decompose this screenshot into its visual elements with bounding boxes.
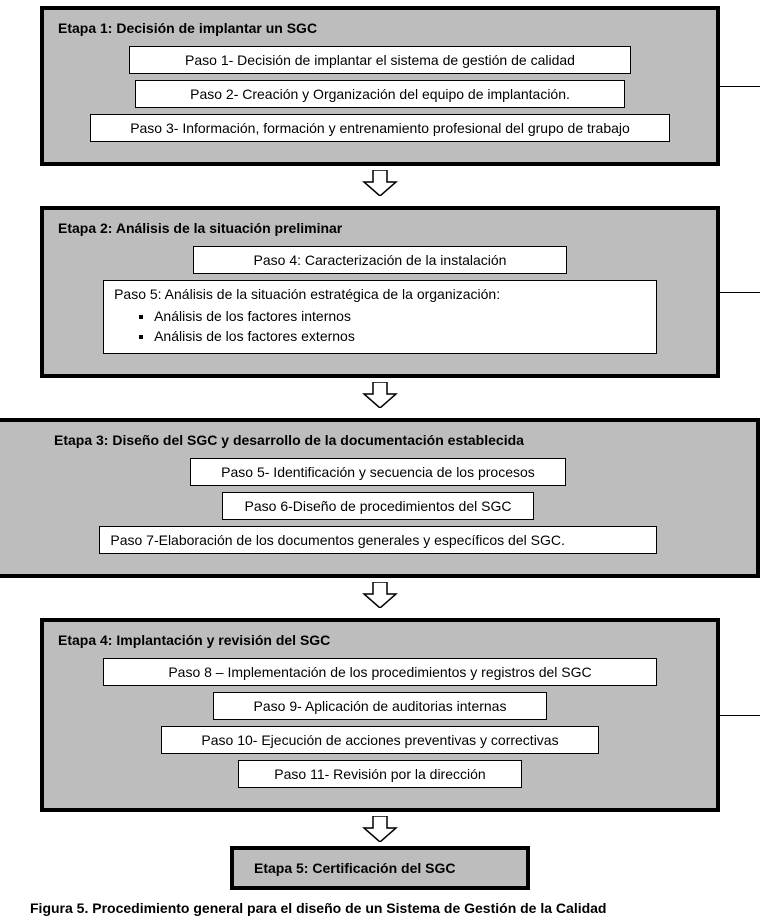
stage-4-step-3: Paso 10- Ejecución de acciones preventiv…: [161, 726, 599, 754]
connector-1: [716, 86, 760, 87]
stage-3: Etapa 3: Diseño del SGC y desarrollo de …: [0, 418, 760, 578]
connector-4: [716, 715, 760, 716]
stage-4: Etapa 4: Implantación y revisión del SGC…: [40, 618, 720, 812]
stage-2-step-1: Paso 4: Caracterización de la instalació…: [193, 246, 567, 274]
stage-2: Etapa 2: Análisis de la situación prelim…: [40, 206, 720, 378]
stage-3-step-3: Paso 7-Elaboración de los documentos gen…: [99, 526, 656, 554]
stage-1-step-3: Paso 3- Información, formación y entrena…: [90, 114, 670, 142]
arrow-4-5: [0, 816, 760, 842]
stage-2-step-2-bullets: Análisis de los factores internos Anális…: [114, 308, 646, 344]
stage-4-step-4: Paso 11- Revisión por la dirección: [238, 760, 521, 788]
arrow-2-3: [0, 382, 760, 408]
bullet-2: Análisis de los factores externos: [154, 328, 646, 344]
stage-5: Etapa 5: Certificación del SGC: [230, 846, 530, 890]
stage-2-title: Etapa 2: Análisis de la situación prelim…: [58, 220, 702, 236]
stage-3-step-1: Paso 5- Identificación y secuencia de lo…: [190, 458, 566, 486]
stage-1-step-1: Paso 1- Decisión de implantar el sistema…: [129, 46, 631, 74]
connector-3: [756, 498, 760, 499]
stage-1-title: Etapa 1: Decisión de implantar un SGC: [58, 20, 702, 36]
stage-5-wrap: Etapa 5: Certificación del SGC: [0, 846, 760, 890]
flowchart: Etapa 1: Decisión de implantar un SGC Pa…: [0, 6, 760, 924]
stage-3-title: Etapa 3: Diseño del SGC y desarrollo de …: [54, 432, 702, 448]
figure-caption: Figura 5. Procedimiento general para el …: [30, 900, 730, 916]
stage-3-step-2: Paso 6-Diseño de procedimientos del SGC: [222, 492, 533, 520]
arrow-3-4: [0, 582, 760, 608]
connector-2: [716, 292, 760, 293]
stage-4-step-2: Paso 9- Aplicación de auditorias interna…: [213, 692, 548, 720]
stage-1-step-2: Paso 2- Creación y Organización del equi…: [135, 80, 624, 108]
stage-4-title: Etapa 4: Implantación y revisión del SGC: [58, 632, 702, 648]
stage-1: Etapa 1: Decisión de implantar un SGC Pa…: [40, 6, 720, 166]
stage-2-step-2: Paso 5: Análisis de la situación estraté…: [103, 280, 657, 354]
stage-2-step-2-text: Paso 5: Análisis de la situación estraté…: [114, 286, 500, 302]
stage-4-step-1: Paso 8 – Implementación de los procedimi…: [103, 658, 657, 686]
arrow-1-2: [0, 170, 760, 196]
bullet-1: Análisis de los factores internos: [154, 308, 646, 324]
